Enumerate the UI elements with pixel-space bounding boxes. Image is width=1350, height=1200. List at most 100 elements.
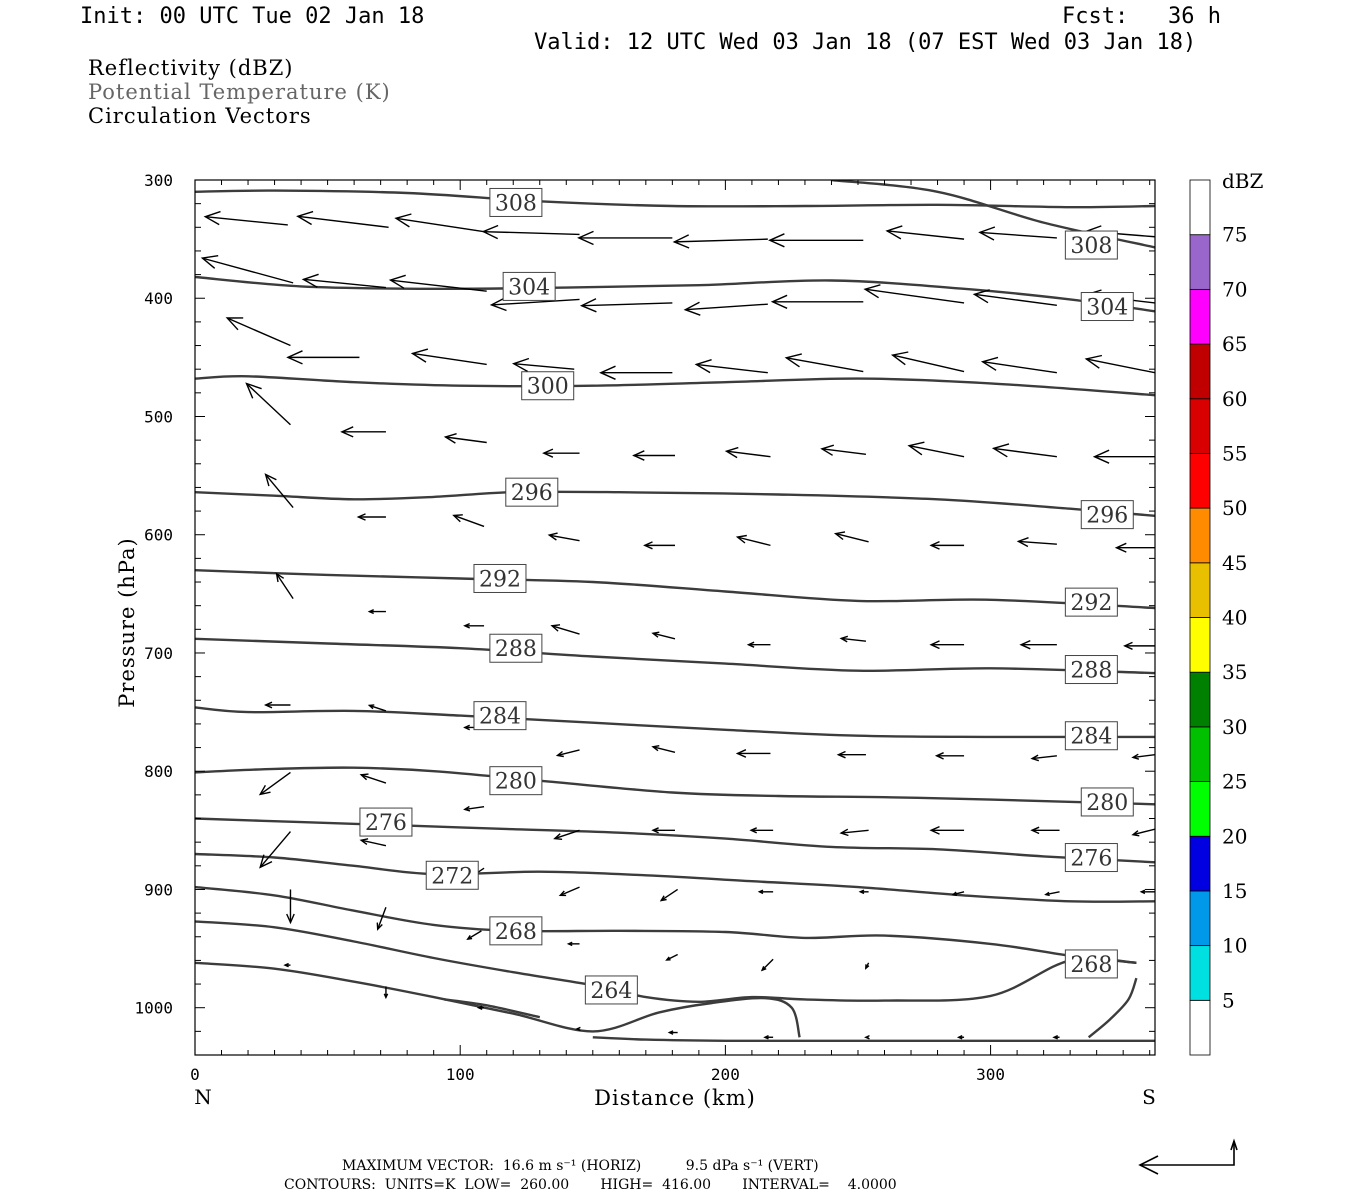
circulation-vector <box>445 436 487 444</box>
scale-tick-label: 65 <box>1222 332 1247 356</box>
plot-frame <box>194 179 1156 1056</box>
init-time: Init: 00 UTC Tue 02 Jan 18 <box>80 4 425 29</box>
contour-label: 284 <box>479 705 521 730</box>
circulation-vector <box>560 886 580 896</box>
contour-292-line <box>195 569 1155 610</box>
circulation-vector <box>581 302 673 307</box>
circulation-vector-head <box>863 284 881 299</box>
circulation-vector-head <box>907 441 925 456</box>
contour-label: 304 <box>1086 296 1128 321</box>
scale-box <box>1189 617 1211 673</box>
circulation-vector-head <box>929 540 940 550</box>
contour-label: 296 <box>511 481 553 506</box>
circulation-vector-head <box>864 1034 870 1040</box>
contour-label: 292 <box>1070 591 1112 616</box>
circulation-vector-head <box>200 255 219 269</box>
circulation-vector <box>202 257 294 284</box>
circulation-vector <box>557 749 580 757</box>
circulation-vector <box>551 625 580 635</box>
contour-label-box <box>489 916 543 946</box>
circulation-vector-head <box>972 289 990 304</box>
scale-box <box>1189 234 1211 290</box>
circulation-vector <box>841 829 869 834</box>
circulation-vector <box>952 891 965 896</box>
circulation-vector <box>1086 358 1155 374</box>
circulation-vector <box>982 361 1057 374</box>
contour-308-line <box>195 189 1155 209</box>
circulation-vector-head <box>1114 542 1127 553</box>
y-tick-label: 600 <box>144 526 173 545</box>
max-vector-note: MAXIMUM VECTOR: 16.6 m s⁻¹ (HORIZ) 9.5 d… <box>342 1158 819 1174</box>
scale-box <box>1189 179 1211 236</box>
contour-268-line <box>195 920 1137 1004</box>
scale-box <box>1189 507 1211 564</box>
circulation-vector-head <box>1131 830 1140 837</box>
circulation-vector-head <box>258 784 271 796</box>
reference-vector-left-head <box>1138 1155 1159 1175</box>
contour-284-line <box>195 706 1155 739</box>
y-axis-label: Pressure (hPa) <box>115 537 139 707</box>
y-tick-label: 900 <box>144 880 173 899</box>
circulation-vector-head <box>476 1005 483 1010</box>
circulation-vector-head <box>388 274 406 289</box>
circulation-vector <box>390 279 487 292</box>
circulation-vector-head <box>283 962 289 968</box>
circulation-vector-head <box>577 230 594 246</box>
contour-label-box <box>473 563 527 593</box>
circulation-vector <box>835 532 869 543</box>
circulation-vector-head <box>466 935 473 940</box>
scale-tick-label: 40 <box>1222 606 1247 630</box>
scale-box <box>1189 945 1211 1001</box>
contour-label: 268 <box>1070 953 1112 978</box>
circulation-vector-head <box>746 641 755 648</box>
circulation-vector-head <box>651 745 660 752</box>
circulation-vector <box>652 746 676 753</box>
circulation-vector-head <box>885 225 903 240</box>
circulation-vector-head <box>632 450 645 461</box>
circulation-vector-head <box>599 365 616 380</box>
circulation-vector-head <box>263 701 273 709</box>
scale-box <box>1189 288 1211 345</box>
contour-272-line <box>195 852 1155 903</box>
circulation-vector <box>685 303 768 311</box>
circulation-vector-head <box>359 773 369 781</box>
circulation-vector-head <box>1016 537 1029 548</box>
circulation-vector <box>652 632 676 640</box>
circulation-vector <box>1132 828 1155 836</box>
circulation-vector-head <box>463 724 470 731</box>
contour-label-box <box>489 766 543 796</box>
circulation-vector-head <box>443 433 457 444</box>
circulation-vector-head <box>286 913 295 925</box>
circulation-vector-head <box>768 233 785 248</box>
contour-label-box <box>1064 230 1118 260</box>
circulation-vector-head <box>833 531 846 541</box>
circulation-vector-head <box>929 825 940 835</box>
circulation-vector <box>464 805 485 811</box>
contour-label: 264 <box>590 979 632 1004</box>
circulation-vector-head <box>659 895 667 902</box>
contour-label-box <box>489 633 543 663</box>
circulation-vector-head <box>1139 889 1146 895</box>
circulation-vector-head <box>553 833 563 840</box>
circulation-vector-head <box>667 1030 674 1035</box>
circulation-vector-head <box>481 224 499 240</box>
circulation-vector-head <box>356 513 366 521</box>
scale-tick-label: 50 <box>1222 496 1247 520</box>
circulation-vector-head <box>579 298 597 313</box>
circulation-vector <box>737 536 771 547</box>
circulation-vector-head <box>643 541 653 550</box>
contour-label-box <box>1080 787 1134 817</box>
contour-label-box <box>425 860 479 890</box>
circulation-vector-head <box>340 426 354 438</box>
circulation-vector-head <box>463 805 471 812</box>
circulation-vector <box>886 230 965 240</box>
contour-296-line <box>195 490 1155 517</box>
y-tick-label: 500 <box>144 407 173 426</box>
scale-tick-label: 55 <box>1222 441 1247 465</box>
circulation-vector-head <box>951 891 958 896</box>
contour-label-box <box>505 477 559 507</box>
circulation-vector <box>395 217 487 233</box>
circulation-vector-head <box>264 473 277 487</box>
contour-label: 272 <box>431 864 473 889</box>
circulation-vector-head <box>394 213 412 228</box>
